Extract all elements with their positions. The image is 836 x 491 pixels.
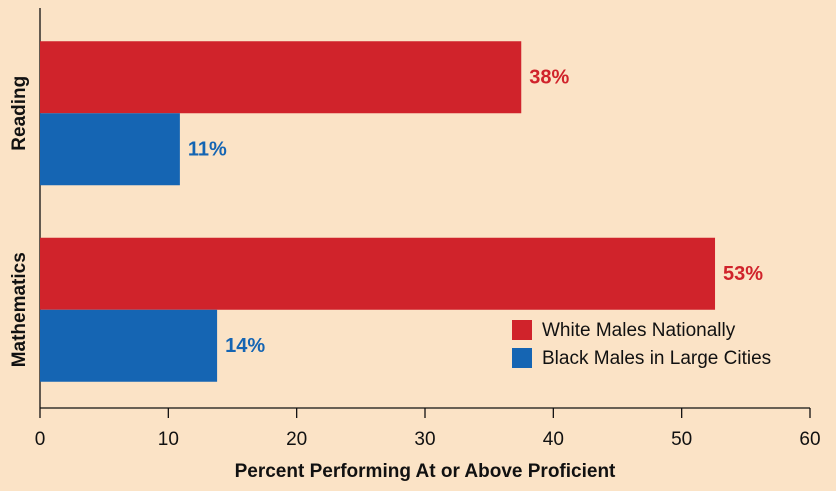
x-tick-label: 40	[543, 429, 564, 450]
value-label: 53%	[723, 263, 763, 285]
x-tick-label: 20	[286, 429, 307, 450]
value-label: 38%	[529, 67, 569, 89]
bar	[40, 113, 180, 186]
legend-swatch	[512, 320, 532, 340]
legend-swatch	[512, 348, 532, 368]
legend-label: White Males Nationally	[542, 320, 736, 341]
x-tick-label: 0	[35, 429, 46, 450]
y-tick-label: Reading	[9, 76, 30, 151]
value-label: 11%	[188, 139, 227, 161]
x-tick-label: 30	[414, 429, 435, 450]
value-label: 14%	[225, 335, 265, 357]
x-axis-label: Percent Performing At or Above Proficien…	[235, 461, 616, 482]
bar	[40, 309, 218, 382]
bar	[40, 237, 716, 310]
y-tick-label: Mathematics	[9, 252, 30, 367]
x-tick-label: 10	[158, 429, 179, 450]
legend-label: Black Males in Large Cities	[542, 348, 771, 369]
x-tick-label: 50	[671, 429, 692, 450]
bar	[40, 41, 522, 114]
x-tick-label: 60	[799, 429, 820, 450]
